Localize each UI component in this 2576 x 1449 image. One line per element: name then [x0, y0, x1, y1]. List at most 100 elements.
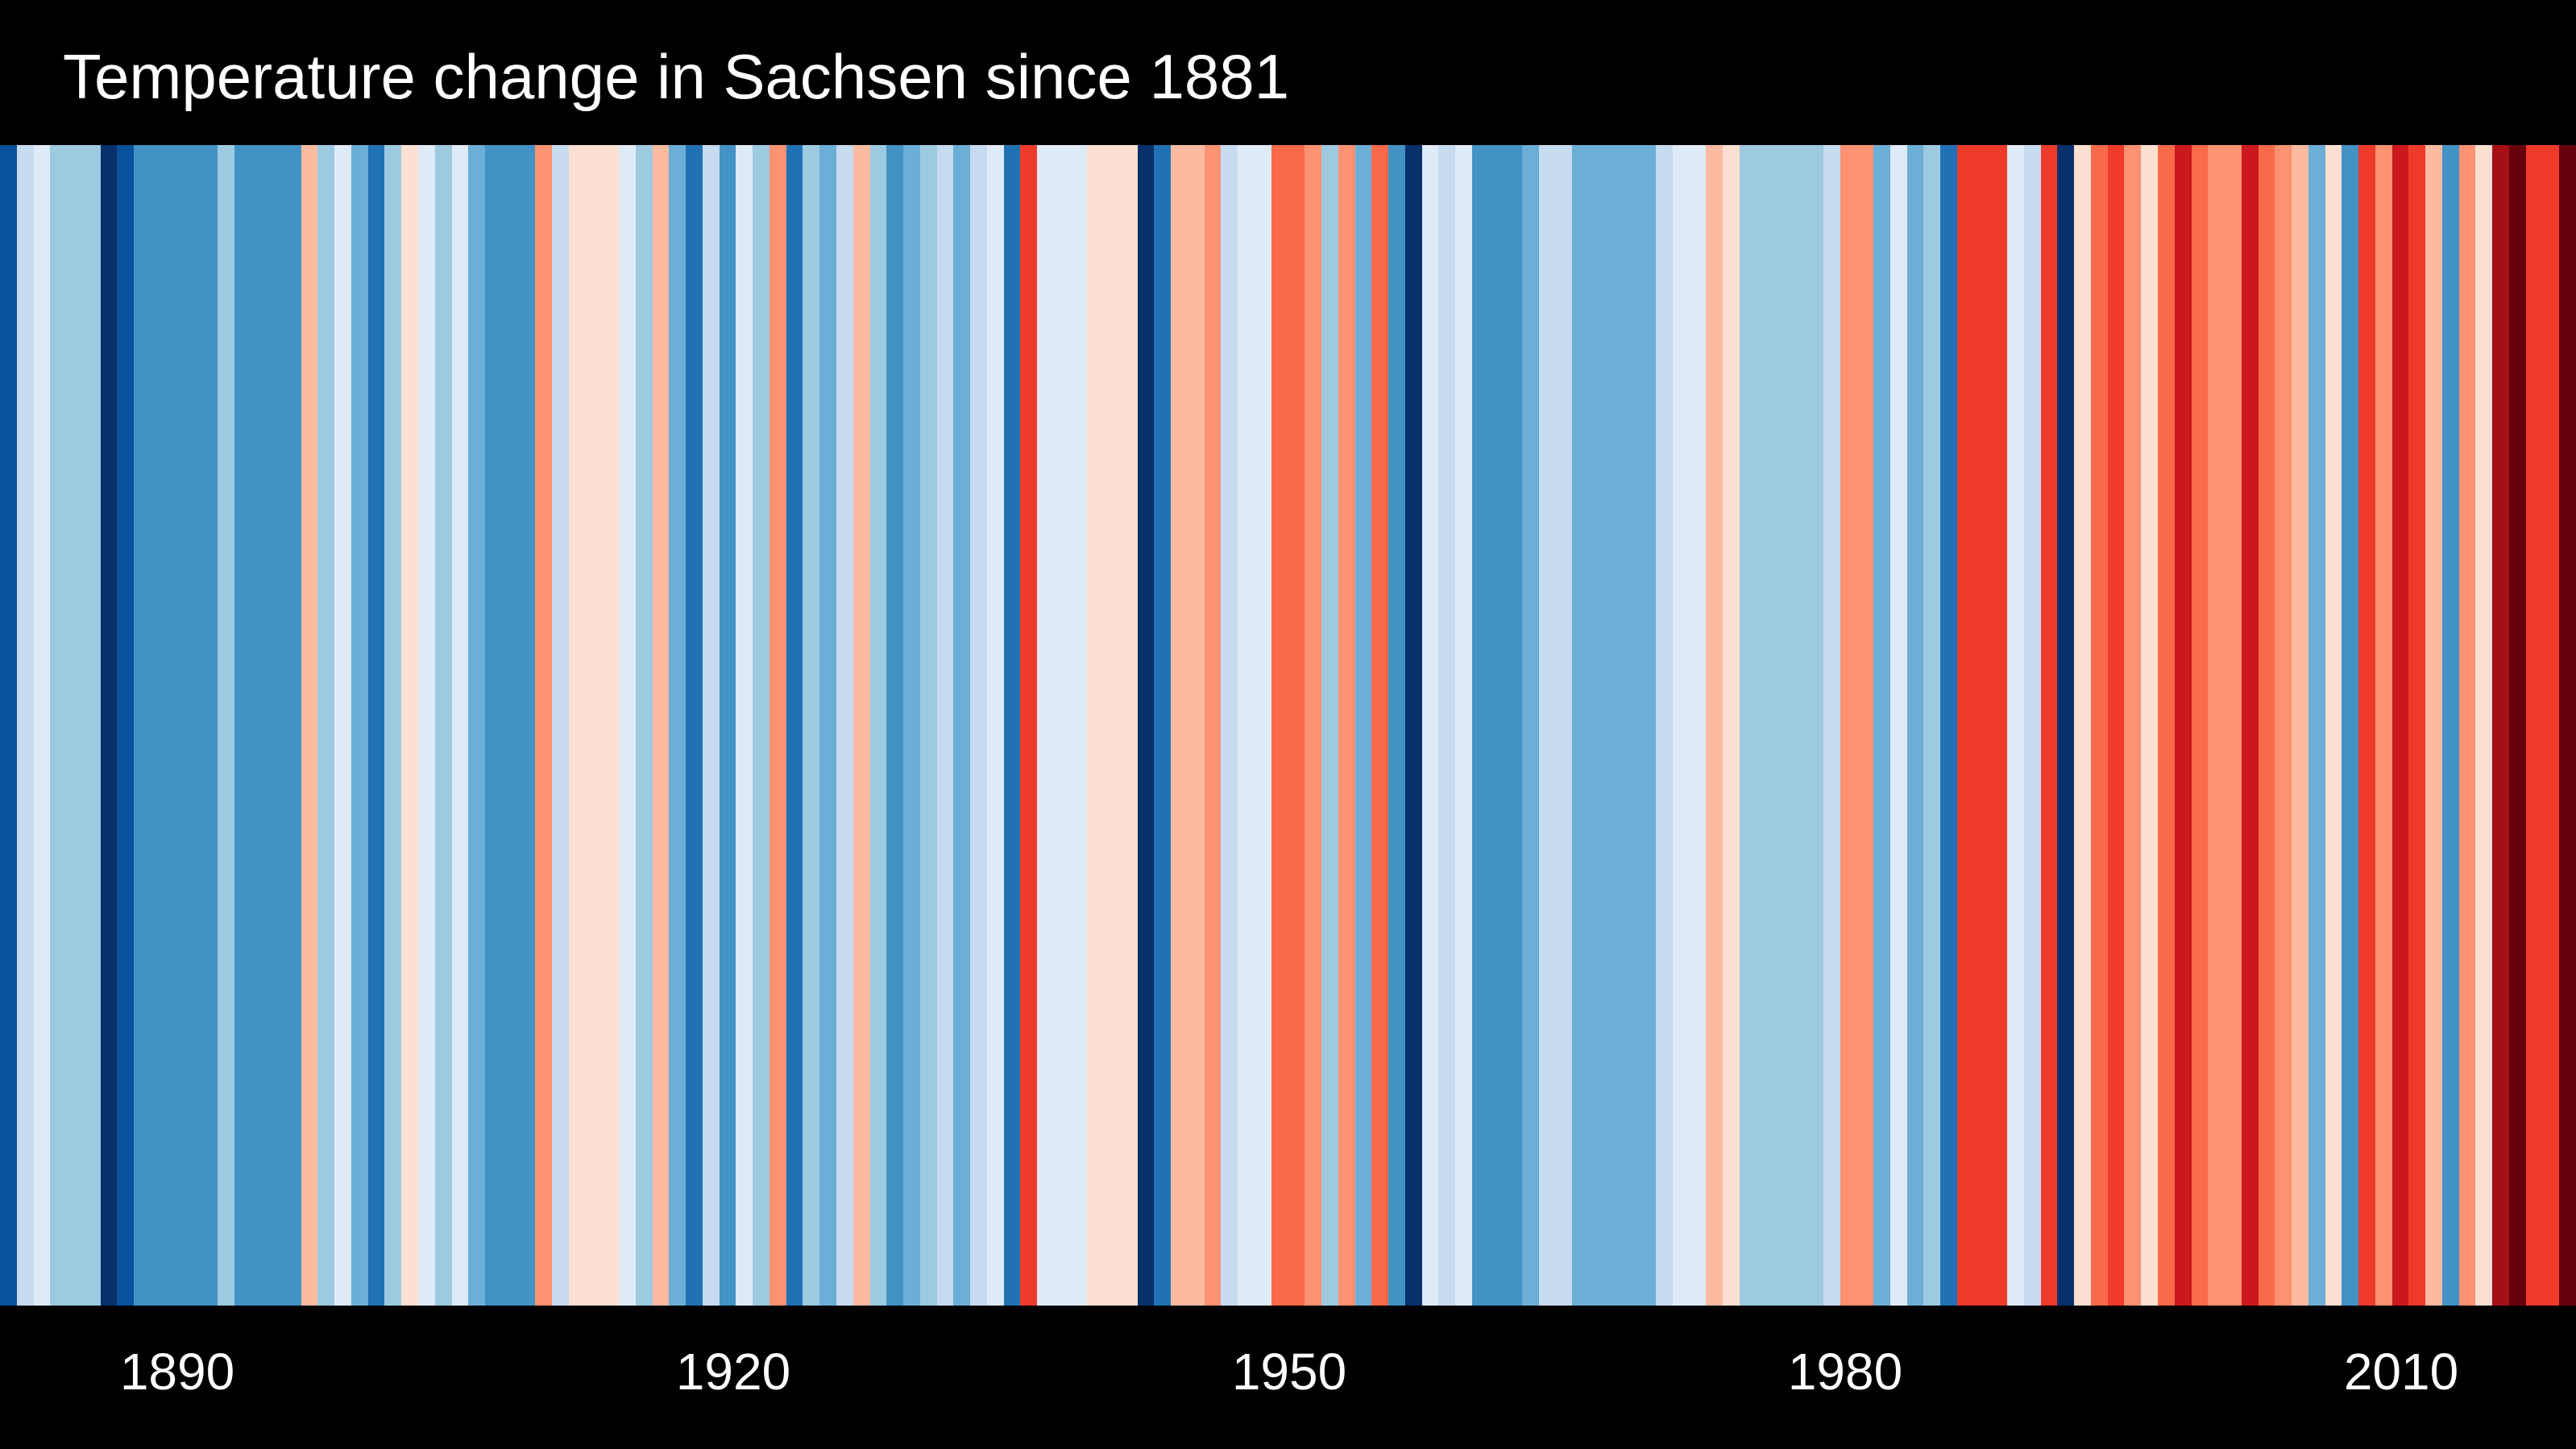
stripe [686, 145, 703, 1306]
stripe [168, 145, 185, 1306]
stripe [1656, 145, 1674, 1306]
stripe [619, 145, 637, 1306]
stripe [1907, 145, 1924, 1306]
stripe [1740, 145, 1757, 1306]
stripe [1606, 145, 1624, 1306]
stripe [1823, 145, 1841, 1306]
stripe [2526, 145, 2543, 1306]
stripe [1505, 145, 1523, 1306]
stripe [736, 145, 753, 1306]
stripe [1054, 145, 1072, 1306]
stripe [485, 145, 503, 1306]
stripe [67, 145, 85, 1306]
title-bar: Temperature change in Sachsen since 1881 [0, 0, 2576, 145]
stripe [853, 145, 871, 1306]
stripe [1990, 145, 2008, 1306]
stripe [2275, 145, 2292, 1306]
stripe [602, 145, 620, 1306]
stripe [2108, 145, 2125, 1306]
stripe [636, 145, 653, 1306]
stripe [2225, 145, 2242, 1306]
stripe [786, 145, 803, 1306]
stripe [151, 145, 168, 1306]
stripe [50, 145, 68, 1306]
stripe [1773, 145, 1790, 1306]
stripe [1472, 145, 1490, 1306]
stripe [234, 145, 251, 1306]
stripe [2492, 145, 2510, 1306]
stripe [1104, 145, 1122, 1306]
stripe [2292, 145, 2309, 1306]
stripe [903, 145, 921, 1306]
stripe [268, 145, 285, 1306]
stripe [920, 145, 938, 1306]
stripe [1171, 145, 1188, 1306]
stripe [1238, 145, 1255, 1306]
stripe [2475, 145, 2493, 1306]
stripe [1188, 145, 1205, 1306]
stripe [101, 145, 118, 1306]
stripe [1205, 145, 1222, 1306]
stripe [953, 145, 971, 1306]
stripe [569, 145, 587, 1306]
stripe [2392, 145, 2409, 1306]
stripe [418, 145, 436, 1306]
stripe [1539, 145, 1557, 1306]
stripe [2259, 145, 2275, 1306]
stripe [351, 145, 369, 1306]
stripe [2208, 145, 2225, 1306]
stripe [1790, 145, 1807, 1306]
stripe [2124, 145, 2142, 1306]
stripe [2408, 145, 2426, 1306]
stripe [2175, 145, 2192, 1306]
stripe [2375, 145, 2393, 1306]
stripe [1422, 145, 1439, 1306]
stripe [1572, 145, 1590, 1306]
stripe [1255, 145, 1272, 1306]
x-axis: 1890 1920 1950 1980 2010 [0, 1306, 2576, 1449]
stripe [201, 145, 218, 1306]
stripe [502, 145, 520, 1306]
stripe [468, 145, 486, 1306]
stripe [2007, 145, 2025, 1306]
stripe [2192, 145, 2209, 1306]
stripe [2074, 145, 2092, 1306]
stripe [769, 145, 787, 1306]
stripe [1556, 145, 1573, 1306]
stripe [1690, 145, 1707, 1306]
stripe [1923, 145, 1941, 1306]
stripe [1706, 145, 1724, 1306]
stripe [1723, 145, 1740, 1306]
stripe [1522, 145, 1540, 1306]
stripe [1455, 145, 1473, 1306]
stripe [1589, 145, 1607, 1306]
stripe [1489, 145, 1506, 1306]
stripe [1856, 145, 1874, 1306]
stripe [435, 145, 453, 1306]
stripe [803, 145, 820, 1306]
stripe [2358, 145, 2376, 1306]
x-tick-label-1920: 1920 [675, 1343, 791, 1401]
stripe [134, 145, 151, 1306]
stripe [2141, 145, 2159, 1306]
x-tick-label-2010: 2010 [2343, 1343, 2459, 1401]
stripe [970, 145, 988, 1306]
x-tick-label-1950: 1950 [1231, 1343, 1347, 1401]
stripe [117, 145, 135, 1306]
stripe [669, 145, 687, 1306]
stripe [1321, 145, 1339, 1306]
stripe [2024, 145, 2042, 1306]
stripe [334, 145, 352, 1306]
stripe [937, 145, 954, 1306]
stripe [34, 145, 51, 1306]
stripe [1288, 145, 1305, 1306]
stripe [1020, 145, 1038, 1306]
stripe [401, 145, 419, 1306]
stripe [1338, 145, 1356, 1306]
stripe [1957, 145, 1975, 1306]
stripe [2542, 145, 2560, 1306]
stripe [1271, 145, 1289, 1306]
stripe [2091, 145, 2109, 1306]
stripe [819, 145, 837, 1306]
stripe [317, 145, 335, 1306]
